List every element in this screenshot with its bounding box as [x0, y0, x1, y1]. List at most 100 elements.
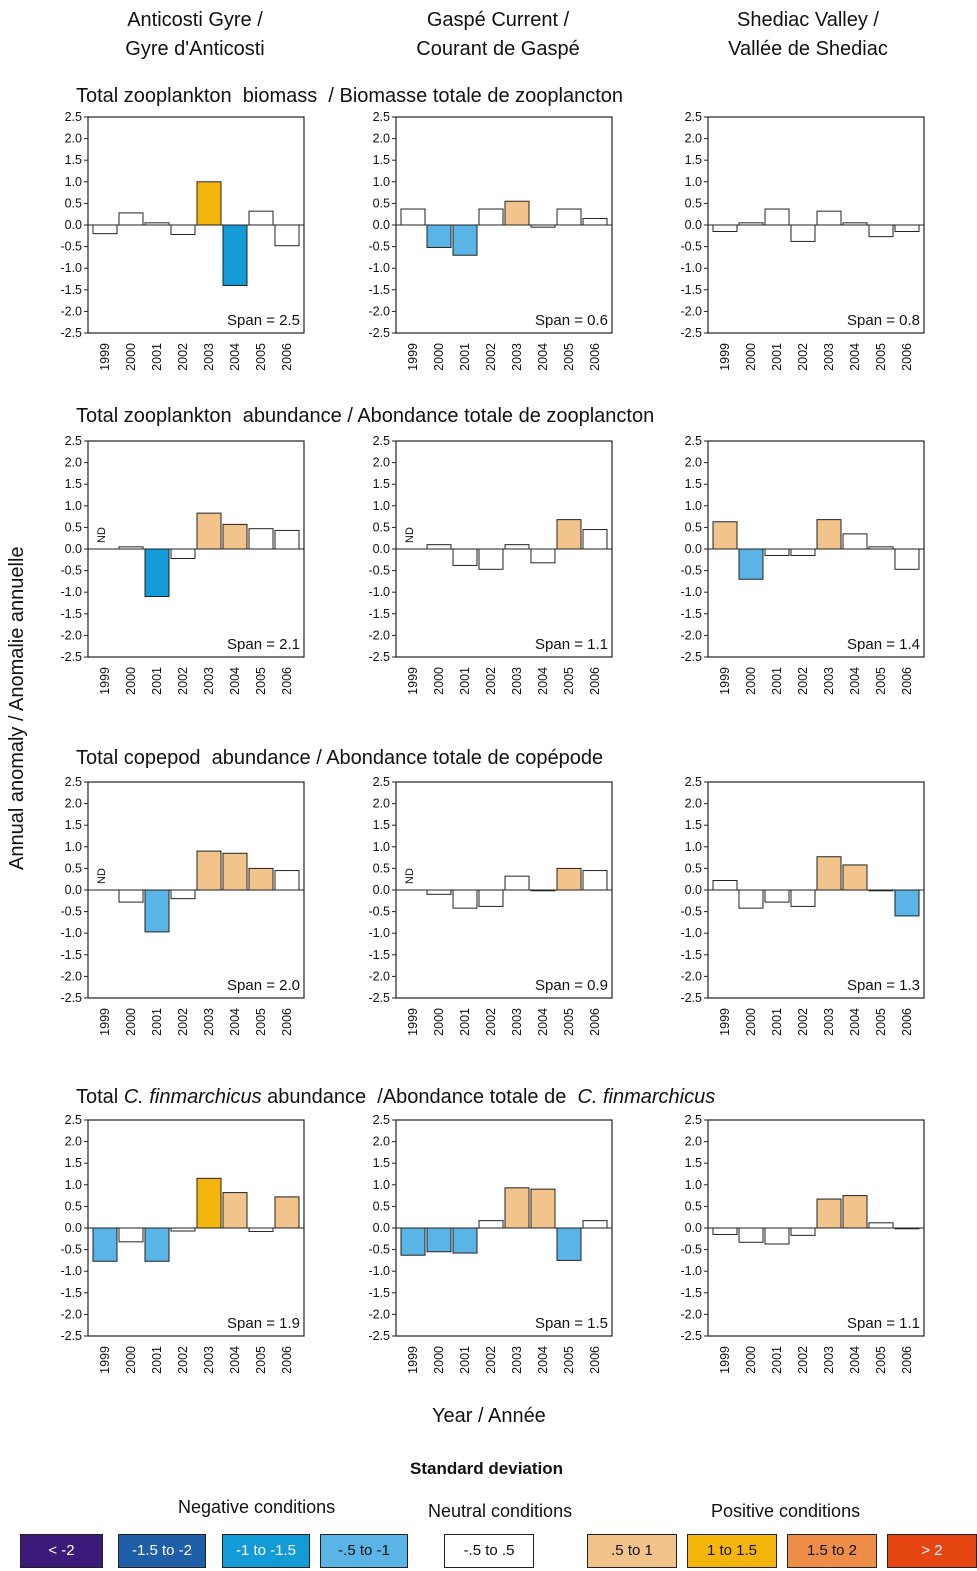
bar-2006 [894, 548, 920, 570]
x-tick-label: 2000 [744, 343, 758, 371]
y-tick-label: 2.0 [685, 797, 702, 811]
x-tick-label: 2001 [458, 1346, 472, 1374]
x-tick-label: 1999 [98, 1008, 112, 1036]
bar-2002 [478, 1220, 504, 1229]
bar-2005 [868, 1222, 894, 1229]
bar-2004 [530, 1188, 556, 1229]
y-tick-label: -2.5 [60, 650, 82, 664]
y-tick-label: -0.5 [368, 1243, 390, 1257]
x-tick-label: 2005 [562, 1008, 576, 1036]
column-header-line2: Courant de Gaspé [416, 38, 580, 60]
bar-2006 [894, 224, 920, 232]
bar-2005 [248, 867, 274, 891]
y-tick-label: 1.0 [685, 499, 702, 513]
y-tick-label: -1.0 [368, 926, 390, 940]
bar-2004 [842, 533, 868, 550]
bar-2006 [582, 218, 608, 226]
bar-2001 [764, 889, 790, 903]
y-tick-label: 0.0 [685, 542, 702, 556]
x-tick-label: 2000 [432, 1008, 446, 1036]
y-tick-label: 0.5 [685, 196, 702, 210]
x-tick-label: 2006 [588, 1008, 602, 1036]
y-tick-label: 1.5 [65, 818, 82, 832]
y-tick-label: 2.0 [685, 456, 702, 470]
legend-swatch: -.5 to -1 [320, 1534, 408, 1568]
y-tick-label: -0.5 [680, 905, 702, 919]
legend-swatch: > 2 [887, 1534, 977, 1568]
x-tick-label: 2006 [900, 343, 914, 371]
y-tick-label: 1.5 [685, 153, 702, 167]
legend-swatch: < -2 [20, 1534, 103, 1568]
bar-1999 [400, 1227, 426, 1256]
x-tick-label: 2003 [510, 667, 524, 695]
x-tick-label: 2004 [228, 667, 242, 695]
x-tick-label: 2006 [588, 1346, 602, 1374]
y-tick-label: 2.0 [373, 132, 390, 146]
span-label: Span = 1.4 [847, 636, 920, 653]
bar-2003 [504, 200, 530, 226]
y-tick-label: 0.5 [685, 520, 702, 534]
bar-2004 [842, 864, 868, 891]
bar-2004 [222, 523, 248, 550]
bar-2006 [274, 224, 300, 247]
chart-panel: 2.5 2.0 1.5 1.0 0.5 0.0 -0.5 -1.0 -1.5 -2.0 -2.5 19… [60, 1113, 305, 1374]
span-label: Span = 0.6 [535, 312, 608, 329]
bar-1999 [92, 1227, 118, 1262]
y-tick-label: -2.5 [368, 650, 390, 664]
y-tick-label: -2.0 [60, 1307, 82, 1321]
chart-panel: 2.5 2.0 1.5 1.0 0.5 0.0 -0.5 -1.0 -1.5 -2.0 -2.5 19… [680, 434, 925, 695]
x-tick-label: 2001 [150, 343, 164, 371]
bar-2002 [170, 224, 196, 236]
chart-panel: 2.5 2.0 1.5 1.0 0.5 0.0 -0.5 -1.0 -1.5 -2.0 -2.5 19… [60, 775, 305, 1036]
bar-2005 [556, 519, 582, 550]
x-tick-label: 2005 [562, 1346, 576, 1374]
y-tick-label: -2.0 [60, 628, 82, 642]
x-tick-label: 2004 [536, 343, 550, 371]
bar-2003 [816, 1198, 842, 1229]
bar-1999 [400, 208, 426, 226]
y-tick-label: 0.5 [373, 1199, 390, 1213]
x-tick-label: 2001 [150, 1008, 164, 1036]
span-label: Span = 1.1 [535, 636, 608, 653]
x-tick-label: 2001 [458, 1008, 472, 1036]
x-tick-label: 2002 [484, 1008, 498, 1036]
y-tick-label: -1.0 [368, 1264, 390, 1278]
x-tick-label: 2005 [254, 667, 268, 695]
x-axis-title: Year / Année [432, 1405, 546, 1427]
y-tick-label: 2.0 [65, 797, 82, 811]
x-tick-label: 2003 [822, 667, 836, 695]
bar-2001 [764, 548, 790, 556]
x-tick-label: 2002 [796, 1008, 810, 1036]
y-tick-label: 1.5 [65, 1156, 82, 1170]
y-tick-label: 0.0 [373, 883, 390, 897]
legend-swatch: 1.5 to 2 [787, 1534, 877, 1568]
y-tick-label: 1.5 [373, 477, 390, 491]
bar-2003 [196, 850, 222, 891]
x-tick-label: 2002 [176, 343, 190, 371]
y-tick-label: -2.0 [680, 628, 702, 642]
x-tick-label: 2002 [796, 1346, 810, 1374]
y-tick-label: 1.5 [373, 153, 390, 167]
x-tick-label: 2003 [822, 1008, 836, 1036]
span-label: Span = 1.3 [847, 977, 920, 994]
y-tick-label: -2.0 [60, 304, 82, 318]
y-tick-label: 2.5 [65, 434, 82, 448]
y-tick-label: -2.5 [368, 326, 390, 340]
y-tick-label: -1.5 [60, 607, 82, 621]
y-tick-label: -1.0 [60, 261, 82, 275]
x-tick-label: 2005 [254, 343, 268, 371]
x-tick-label: 1999 [98, 1346, 112, 1374]
y-tick-label: -0.5 [60, 1243, 82, 1257]
x-tick-label: 2001 [458, 667, 472, 695]
y-tick-label: 0.5 [373, 520, 390, 534]
x-tick-label: 2003 [822, 343, 836, 371]
chart-panel: 2.5 2.0 1.5 1.0 0.5 0.0 -0.5 -1.0 -1.5 -2.0 -2.5 19… [368, 775, 613, 1036]
chart-panel: 2.5 2.0 1.5 1.0 0.5 0.0 -0.5 -1.0 -1.5 -2.0 -2.5 19… [368, 1113, 613, 1374]
bar-2006 [582, 529, 608, 550]
plot-frame [87, 440, 305, 658]
y-tick-label: -2.0 [368, 969, 390, 983]
x-tick-label: 2001 [150, 1346, 164, 1374]
row-title-zooplankton-abundance: Total zooplankton abundance / Abondance … [76, 405, 655, 427]
y-tick-label: 0.0 [685, 883, 702, 897]
bar-2002 [170, 889, 196, 900]
